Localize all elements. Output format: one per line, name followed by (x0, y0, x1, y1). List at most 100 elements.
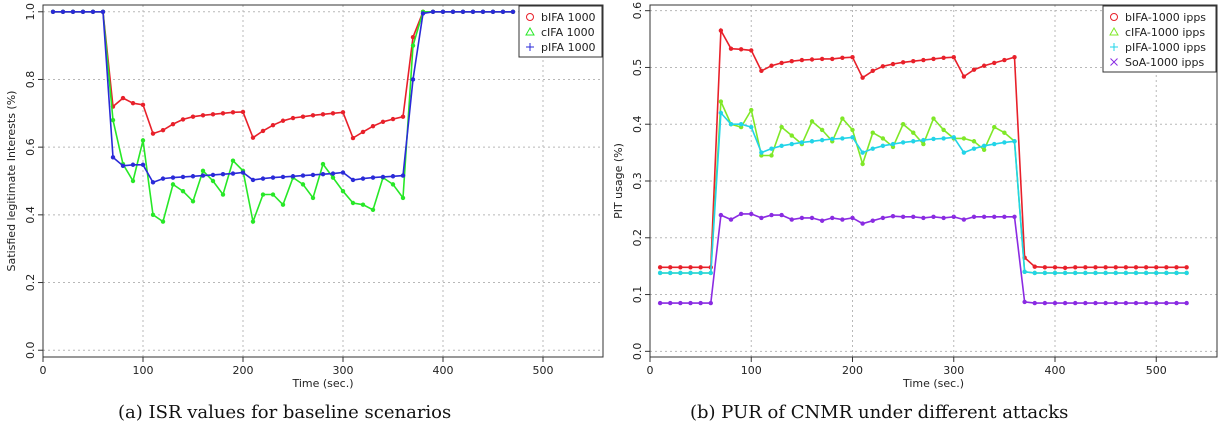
data-point (789, 217, 794, 222)
data-point (759, 68, 764, 74)
data-point (50, 9, 56, 14)
data-point (698, 270, 703, 276)
data-point (210, 178, 216, 184)
legend-marker-triangle (525, 26, 535, 36)
data-point (860, 75, 865, 80)
series-line (660, 110, 1187, 274)
data-point (400, 114, 406, 119)
data-point (290, 115, 296, 121)
legend-label: pIFA-1000 ipps (1125, 41, 1206, 54)
data-point (951, 135, 956, 140)
y-axis-title: Satisfied legitimate Interests (%) (5, 91, 18, 272)
data-point (260, 176, 266, 181)
data-point (190, 114, 196, 119)
data-point (340, 110, 346, 115)
data-point (1062, 300, 1068, 306)
data-point (150, 212, 156, 218)
data-point (921, 57, 926, 63)
data-point (951, 55, 956, 60)
data-point (860, 150, 865, 155)
chart-caption-pur: (b) PUR of CNMR under different attacks (690, 402, 1069, 423)
series-cifa-1000-ipps (657, 99, 1189, 276)
data-point (220, 192, 226, 197)
data-point (210, 172, 216, 178)
data-point (1052, 300, 1058, 306)
data-point (850, 55, 855, 60)
data-point (390, 174, 396, 179)
series-line (53, 11, 513, 225)
data-point (230, 171, 236, 176)
data-point (140, 138, 146, 143)
data-point (270, 175, 276, 180)
data-point (90, 9, 96, 14)
data-point (911, 214, 916, 219)
data-point (300, 173, 306, 178)
x-tick-label: 400 (1045, 364, 1066, 377)
data-point (961, 136, 967, 141)
data-point (931, 214, 936, 219)
legend-label: pIFA 1000 (541, 41, 596, 54)
data-point (840, 217, 845, 222)
legend-label: cIFA-1000 ipps (1125, 26, 1205, 39)
data-point (190, 174, 196, 179)
data-point (240, 170, 246, 175)
data-point (840, 116, 845, 121)
data-point (1154, 265, 1159, 270)
data-point (718, 99, 724, 104)
data-point (738, 47, 744, 52)
data-point (657, 265, 663, 270)
data-point (70, 9, 76, 14)
data-point (809, 139, 815, 144)
data-point (340, 188, 346, 194)
data-point (992, 124, 997, 130)
y-tick-label: 0.6 (631, 2, 644, 20)
legend-label: cIFA 1000 (541, 26, 595, 39)
data-point (1133, 300, 1139, 306)
data-point (1002, 57, 1007, 63)
data-point (971, 139, 977, 144)
x-tick-label: 0 (40, 364, 47, 377)
data-point (1174, 265, 1179, 270)
data-point (1022, 299, 1027, 305)
data-point (931, 116, 936, 121)
data-point (688, 300, 693, 306)
data-point (961, 74, 967, 79)
data-point (799, 57, 805, 63)
data-point (830, 215, 835, 221)
data-point (678, 300, 683, 306)
data-point (380, 174, 386, 180)
data-point (911, 139, 916, 144)
data-point (981, 214, 987, 219)
data-point (678, 265, 683, 270)
data-point (320, 172, 326, 177)
data-point (1143, 300, 1149, 306)
data-point (1042, 270, 1048, 276)
data-point (1093, 270, 1098, 276)
data-point (809, 119, 815, 124)
data-point (819, 127, 825, 133)
data-point (860, 221, 865, 226)
data-point (1133, 270, 1139, 276)
data-point (668, 300, 673, 306)
data-point (1184, 265, 1189, 270)
data-point (1002, 214, 1007, 219)
data-point (900, 60, 906, 65)
data-point (779, 124, 784, 130)
legend-box (1102, 5, 1217, 73)
series-line (660, 213, 1187, 304)
data-point (941, 55, 946, 60)
data-point (911, 130, 916, 135)
legend-marker-plus (526, 43, 534, 51)
data-point (749, 124, 754, 130)
data-point (290, 174, 296, 179)
data-point (931, 56, 936, 62)
legend-label: SoA-1000 ipps (1125, 56, 1204, 69)
legend-label: bIFA 1000 (541, 11, 596, 24)
data-point (280, 174, 286, 180)
data-point (890, 141, 896, 147)
data-point (921, 215, 926, 221)
data-point (440, 9, 446, 14)
data-point (1174, 270, 1179, 276)
x-tick-label: 400 (433, 364, 454, 377)
x-axis-title: Time (sec.) (902, 377, 964, 390)
